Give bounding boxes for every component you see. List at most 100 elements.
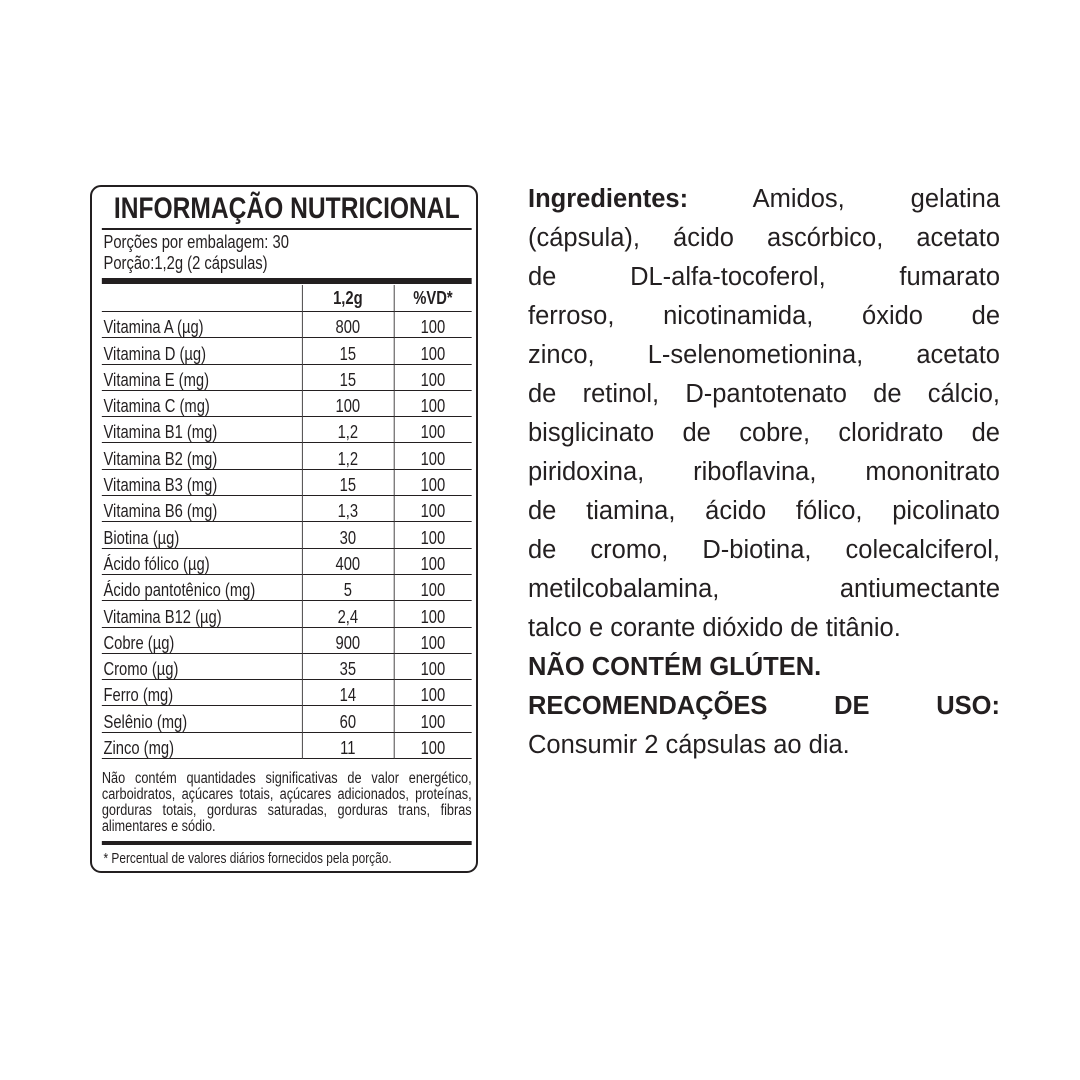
serving-size: Porção:1,2g (2 cápsulas) — [103, 253, 268, 273]
nutrient-amount: 100 — [301, 390, 394, 418]
table-row: Vitamina A (µg) 800 100 — [101, 311, 472, 339]
nutrient-name: Ácido pantotênico (mg) — [101, 574, 302, 602]
nutrient-amount: 14 — [301, 679, 394, 707]
nutrient-amount: 11 — [301, 732, 394, 760]
nutrition-note: Não contém quantidades significativas de… — [101, 770, 472, 835]
nutrient-name: Vitamina B6 (mg) — [101, 495, 302, 523]
usage-heading: RECOMENDAÇÕES DE USO: — [528, 692, 1000, 720]
nutrient-amount: 35 — [301, 653, 394, 681]
ingredients-line: (cápsula), ácido ascórbico, acetato — [528, 224, 1000, 252]
table-row: Vitamina D (µg) 15 100 — [101, 337, 472, 365]
nutrient-vd: 100 — [393, 311, 472, 339]
ingredients-line: metilcobalamina, antiumectante — [528, 575, 1000, 603]
ingredients-line: zinco, L-selenometionina, acetato — [528, 341, 1000, 369]
table-row: Ferro (mg) 14 100 — [101, 679, 472, 707]
ingredients-heading: Ingredientes: — [528, 185, 689, 213]
nutrient-vd: 100 — [393, 390, 472, 418]
nutrient-vd: 100 — [393, 548, 472, 575]
ingredients-line: Ingredientes: Amidos, gelatina — [528, 180, 1000, 219]
divider — [101, 228, 472, 230]
nutrient-vd: 100 — [393, 521, 472, 549]
nutrient-amount: 15 — [301, 337, 394, 365]
table-row: Ácido fólico (µg) 400 100 — [101, 548, 472, 575]
nutrient-name: Vitamina D (µg) — [101, 337, 302, 365]
label-title: INFORMAÇÃO NUTRICIONAL — [113, 192, 460, 225]
nutrient-vd: 100 — [393, 600, 472, 628]
ingredients-line: ferroso, nicotinamida, óxido de — [528, 302, 1000, 330]
nutrient-name: Cromo (µg) — [101, 653, 302, 681]
nutrient-vd: 100 — [393, 679, 472, 707]
ingredients-line: de tiamina, ácido fólico, picolinato — [528, 497, 1000, 525]
nutrient-amount: 1,2 — [301, 416, 394, 444]
ingredients-line-text: Amidos, gelatina — [688, 185, 1000, 213]
nutrient-amount: 30 — [301, 521, 394, 549]
nutrient-amount: 900 — [301, 627, 394, 654]
header-nutrient — [101, 285, 302, 312]
nutrient-vd: 100 — [393, 364, 472, 391]
table-row: Vitamina B3 (mg) 15 100 — [101, 469, 472, 497]
footnote: * Percentual de valores diários fornecid… — [103, 851, 392, 867]
nutrient-name: Vitamina B12 (µg) — [101, 600, 302, 628]
ingredients-line: de retinol, D-pantotenato de cálcio, — [528, 380, 1000, 408]
nutrient-amount: 15 — [301, 364, 394, 391]
nutrient-name: Vitamina B2 (mg) — [101, 442, 302, 470]
nutrient-name: Vitamina B1 (mg) — [101, 416, 302, 444]
table-row: Ácido pantotênico (mg) 5 100 — [101, 574, 472, 602]
table-row: Zinco (mg) 11 100 — [101, 732, 472, 760]
nutrient-name: Ácido fólico (µg) — [101, 548, 302, 575]
usage-text: Consumir 2 cápsulas ao dia. — [528, 731, 850, 759]
ingredients-line: talco e corante dióxido de titânio. — [528, 614, 901, 642]
nutrient-vd: 100 — [393, 442, 472, 470]
divider-thick — [101, 841, 472, 845]
nutrient-vd: 100 — [393, 627, 472, 654]
nutrient-vd: 100 — [393, 574, 472, 602]
nutrient-name: Selênio (mg) — [101, 705, 302, 733]
nutrition-table: 1,2g %VD* Vitamina A (µg) 800 100 Vitamina … — [101, 285, 472, 760]
nutrient-vd: 100 — [393, 653, 472, 681]
header-vd: %VD* — [393, 285, 472, 312]
nutrient-vd: 100 — [393, 416, 472, 444]
ingredients-line: de DL-alfa-tocoferol, fumarato — [528, 263, 1000, 291]
nutrient-vd: 100 — [393, 495, 472, 523]
nutrient-amount: 1,2 — [301, 442, 394, 470]
nutrient-name: Vitamina A (µg) — [101, 311, 302, 339]
nutrient-amount: 5 — [301, 574, 394, 602]
nutrient-amount: 2,4 — [301, 600, 394, 628]
table-row: Vitamina B6 (mg) 1,3 100 — [101, 495, 472, 523]
table-row: Biotina (µg) 30 100 — [101, 521, 472, 549]
table-row: Vitamina B12 (µg) 2,4 100 — [101, 600, 472, 628]
nutrient-vd: 100 — [393, 469, 472, 497]
table-row: Vitamina B2 (mg) 1,2 100 — [101, 442, 472, 470]
nutrient-amount: 800 — [301, 311, 394, 339]
servings-per-package: Porções por embalagem: 30 — [103, 232, 289, 252]
table-row: Vitamina B1 (mg) 1,2 100 — [101, 416, 472, 444]
ingredients-line: bisglicinato de cobre, cloridrato de — [528, 419, 1000, 447]
table-row: Cromo (µg) 35 100 — [101, 653, 472, 681]
nutrient-amount: 400 — [301, 548, 394, 575]
nutrient-vd: 100 — [393, 705, 472, 733]
nutrient-name: Vitamina B3 (mg) — [101, 469, 302, 497]
nutrient-name: Biotina (µg) — [101, 521, 302, 549]
nutrient-amount: 15 — [301, 469, 394, 497]
ingredients-line: de cromo, D-biotina, colecalciferol, — [528, 536, 1000, 564]
table-row: Cobre (µg) 900 100 — [101, 627, 472, 654]
nutrient-amount: 60 — [301, 705, 394, 733]
nutrient-amount: 1,3 — [301, 495, 394, 523]
nutrient-name: Cobre (µg) — [101, 627, 302, 654]
ingredients-line: piridoxina, riboflavina, mononitrato — [528, 458, 1000, 486]
nutrition-facts-label: INFORMAÇÃO NUTRICIONAL Porções por embal… — [90, 185, 478, 873]
table-header: 1,2g %VD* — [101, 285, 472, 312]
divider-thick — [101, 278, 472, 284]
nutrient-name: Ferro (mg) — [101, 679, 302, 707]
nutrient-name: Vitamina C (mg) — [101, 390, 302, 418]
nutrient-name: Zinco (mg) — [101, 732, 302, 760]
gluten-free-notice: NÃO CONTÉM GLÚTEN. — [528, 653, 822, 681]
nutrient-vd: 100 — [393, 337, 472, 365]
table-row: Vitamina C (mg) 100 100 — [101, 390, 472, 418]
nutrient-name: Vitamina E (mg) — [101, 364, 302, 391]
table-row: Selênio (mg) 60 100 — [101, 705, 472, 733]
header-amount: 1,2g — [301, 285, 394, 312]
table-row: Vitamina E (mg) 15 100 — [101, 364, 472, 391]
ingredients-text: Ingredientes: Amidos, gelatina (cápsula)… — [528, 180, 1000, 765]
nutrient-vd: 100 — [393, 732, 472, 760]
